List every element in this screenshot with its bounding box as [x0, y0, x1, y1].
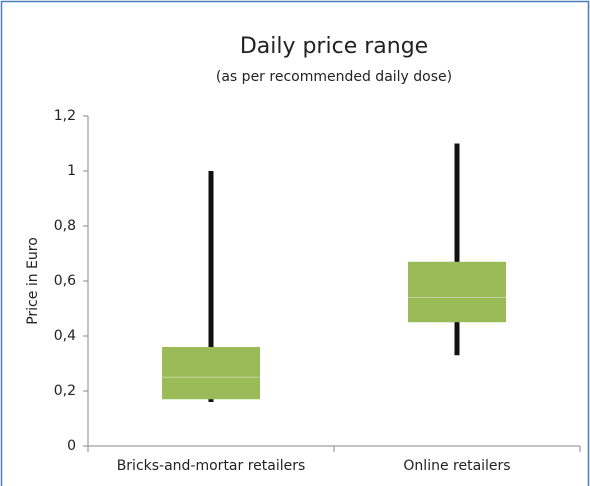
y-tick-label: 0,6: [54, 273, 76, 289]
y-tick-label: 1,2: [54, 108, 76, 124]
y-axis-label: Price in Euro: [25, 237, 41, 325]
x-tick-label: Online retailers: [403, 458, 510, 474]
box: [162, 347, 260, 400]
box: [408, 261, 506, 323]
y-tick-label: 0: [67, 438, 76, 454]
y-tick-label: 1: [67, 163, 76, 179]
y-tick-label: 0,8: [54, 218, 76, 234]
chart-title: Daily price range: [240, 34, 428, 59]
y-tick-label: 0,2: [54, 383, 76, 399]
chart-subtitle: (as per recommended daily dose): [216, 69, 452, 85]
y-tick-label: 0,4: [54, 328, 76, 344]
x-tick-label: Bricks-and-mortar retailers: [117, 458, 306, 474]
